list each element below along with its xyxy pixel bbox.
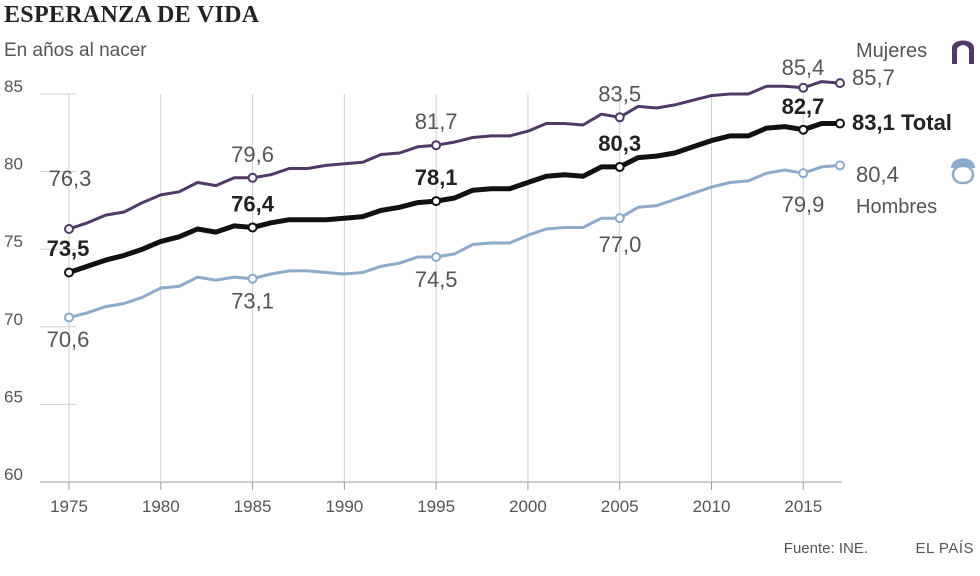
marker-mujeres (614, 112, 625, 123)
grid (40, 93, 842, 490)
data-label-hombres: 79,9 (782, 192, 825, 217)
marker-hombres (431, 251, 442, 262)
chart-subtitle: En años al nacer (4, 40, 147, 61)
series-lines (64, 78, 845, 323)
marker-mujeres (247, 172, 258, 183)
y-tick-label: 70 (4, 310, 23, 329)
y-tick-label: 75 (4, 232, 23, 251)
data-label-hombres: 77,0 (599, 232, 642, 257)
marker-total (431, 196, 442, 207)
series-line-mujeres (67, 80, 842, 231)
data-label-total: 73,5 (47, 236, 90, 261)
series-line-total (66, 121, 843, 275)
x-tick-label: 2000 (509, 497, 547, 516)
end-label-total: 83,1 (852, 110, 895, 135)
data-label-mujeres: 85,4 (782, 55, 825, 80)
woman-icon (952, 40, 974, 64)
y-tick-label: 60 (4, 465, 23, 484)
data-label-total: 80,3 (598, 131, 641, 156)
marker-mujeres (798, 82, 809, 93)
legend-label-mujeres: Mujeres (856, 40, 927, 62)
x-tick-label: 1980 (142, 497, 180, 516)
x-tick-label: 2005 (601, 497, 639, 516)
marker-hombres (614, 213, 625, 224)
data-label-hombres: 73,1 (231, 289, 274, 314)
series-line-hombres (67, 163, 842, 319)
data-label-hombres: 74,5 (415, 267, 458, 292)
marker-total (798, 124, 809, 135)
marker-hombres (247, 273, 258, 284)
x-tick-label: 2010 (693, 497, 731, 516)
x-tick-label: 2015 (784, 497, 822, 516)
x-axis-ticks: 1975 1980 1985 1990 1995 2000 2005 2010 2015 (50, 497, 822, 516)
y-tick-label: 85 (4, 77, 23, 96)
data-label-total: 82,7 (782, 94, 825, 119)
marker-total (247, 222, 258, 233)
source-note: Fuente: INE. (783, 540, 868, 557)
marker-mujeres (835, 78, 845, 89)
y-axis-ticks: 60 65 70 75 80 85 (4, 77, 23, 484)
data-label-mujeres: 83,5 (598, 81, 641, 106)
y-tick-label: 65 (4, 387, 23, 406)
data-label-hombres: 70,6 (47, 327, 90, 352)
marker-hombres (835, 160, 845, 171)
legend: Mujeres 85,7 83,1 Total 80,4 Hombres (852, 40, 975, 218)
x-tick-label: 1995 (417, 497, 455, 516)
marker-total (64, 267, 74, 278)
data-labels: 76,3 79,6 81,7 83,5 85,4 73,5 76,4 78,1 80,3 82,7… (47, 55, 825, 352)
end-label-mujeres: 85,7 (852, 65, 895, 90)
x-tick-label: 1985 (234, 497, 272, 516)
marker-hombres (64, 312, 74, 323)
data-label-mujeres: 79,6 (231, 142, 274, 167)
y-tick-label: 80 (4, 155, 23, 174)
marker-mujeres (64, 224, 74, 235)
brand-logo-text: EL PAÍS (915, 540, 974, 557)
chart-title: ESPERANZA DE VIDA (4, 2, 260, 28)
end-label-hombres: 80,4 (856, 162, 899, 187)
marker-total (614, 161, 625, 172)
data-label-mujeres: 76,3 (49, 166, 92, 191)
man-icon (951, 158, 975, 185)
marker-mujeres (431, 140, 442, 151)
legend-label-hombres: Hombres (856, 196, 937, 218)
data-label-total: 78,1 (415, 165, 458, 190)
data-label-total: 76,4 (231, 191, 275, 216)
x-tick-label: 1990 (325, 497, 363, 516)
marker-total (835, 118, 845, 129)
marker-hombres (798, 168, 809, 179)
data-label-mujeres: 81,7 (415, 109, 458, 134)
legend-label-total: Total (901, 110, 952, 135)
x-tick-label: 1975 (50, 497, 88, 516)
